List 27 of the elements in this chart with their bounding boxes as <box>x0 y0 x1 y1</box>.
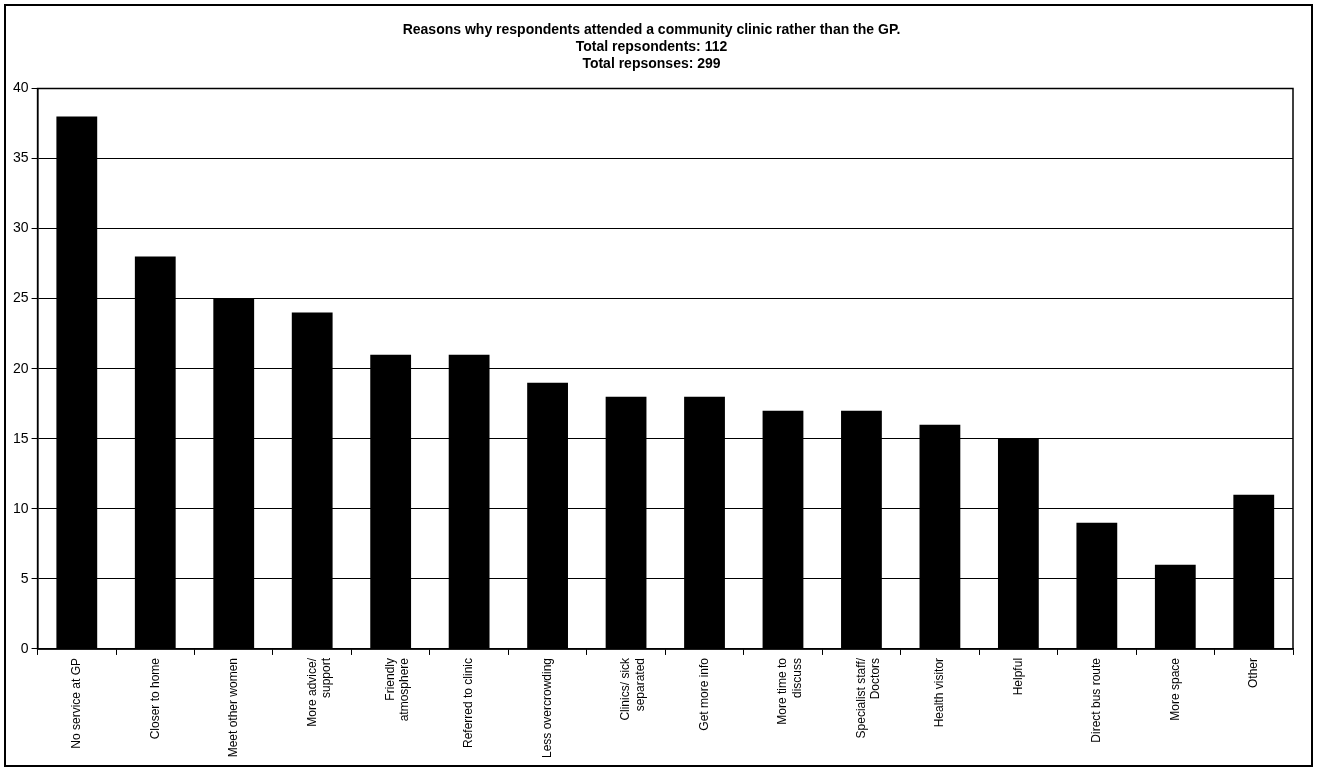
x-tick-label: Specialist staff/ Doctors <box>853 657 883 739</box>
y-tick-label: 40 <box>12 79 29 96</box>
y-tick-label: 15 <box>12 429 29 446</box>
y-tick-label: 0 <box>20 639 29 656</box>
x-tick-label: Meet other women <box>226 657 241 758</box>
y-tick-label: 20 <box>12 359 29 376</box>
x-tick-label: No service at GP <box>69 657 84 749</box>
x-tick-label: Get more info <box>696 657 711 731</box>
x-tick-label: Helpful <box>1010 657 1025 696</box>
x-tick-label: Health visitor <box>932 657 947 728</box>
x-tick-label: More time to discuss <box>775 657 804 725</box>
text: Total repsonses: 299 <box>582 54 721 71</box>
x-tick-label: Direct bus route <box>1089 657 1104 743</box>
text: Total repsondents: 112 <box>575 38 728 55</box>
y-tick-label: 5 <box>20 569 29 586</box>
y-tick-label: 35 <box>12 149 29 166</box>
x-tick-label: More advice/ support <box>304 657 333 727</box>
x-tick-label: Other <box>1246 657 1261 688</box>
x-tick-label: Clinics/ sick separated <box>618 656 647 721</box>
x-tick-label: Less overcrowding <box>539 657 554 759</box>
y-tick-label: 30 <box>12 219 29 236</box>
y-tick-label: 10 <box>12 499 29 516</box>
y-tick-label: 25 <box>12 289 29 306</box>
x-tick-label: Referred to clinic <box>461 657 476 748</box>
x-tick-label: More space <box>1167 657 1182 721</box>
x-tick-label: Closer to home <box>147 657 162 740</box>
text: Reasons why respondents attended a community clinic rather than the GP. <box>402 21 901 38</box>
